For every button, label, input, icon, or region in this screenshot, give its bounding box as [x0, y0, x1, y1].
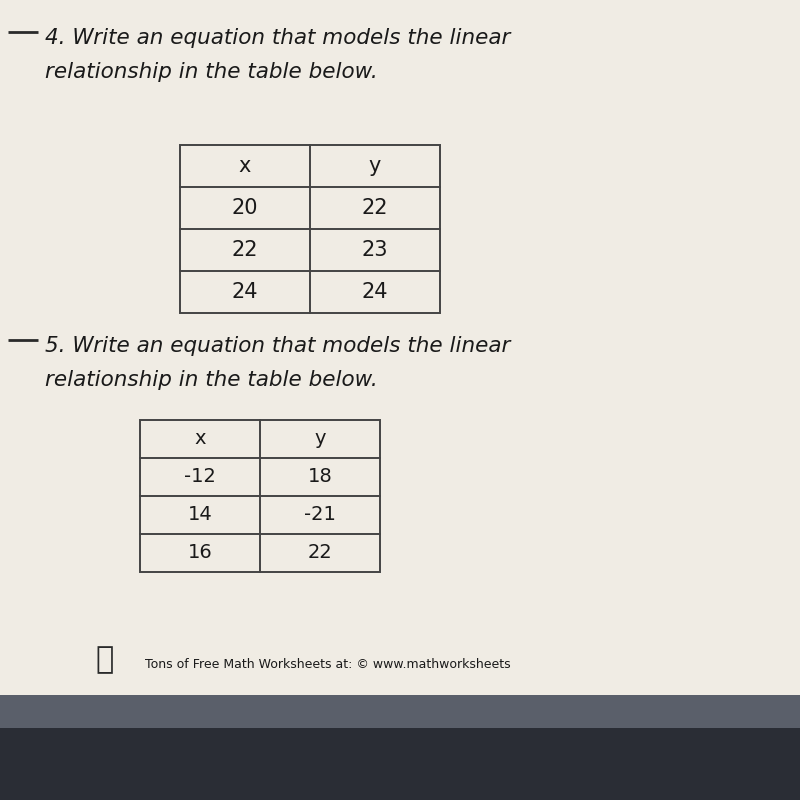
Text: x: x [194, 430, 206, 449]
Text: 22: 22 [232, 240, 258, 260]
Text: 🌴: 🌴 [96, 646, 114, 674]
Bar [0, 0, 800, 695]
Text: Tons of Free Math Worksheets at: © www.mathworksheets: Tons of Free Math Worksheets at: © www.m… [145, 658, 510, 671]
Text: 4. Write an equation that models the linear: 4. Write an equation that models the lin… [45, 28, 510, 48]
Bar [0, 728, 800, 800]
Text: relationship in the table below.: relationship in the table below. [45, 62, 378, 82]
Text: 20: 20 [232, 198, 258, 218]
Text: 24: 24 [232, 282, 258, 302]
Text: relationship in the table below.: relationship in the table below. [45, 370, 378, 390]
Bar [180, 145, 440, 313]
Text: 24: 24 [362, 282, 388, 302]
Bar [0, 695, 800, 728]
Text: y: y [314, 430, 326, 449]
Text: 22: 22 [362, 198, 388, 218]
Text: 18: 18 [308, 467, 332, 486]
Text: 16: 16 [188, 543, 212, 562]
Text: 22: 22 [308, 543, 332, 562]
Text: -12: -12 [184, 467, 216, 486]
Text: x: x [239, 156, 251, 176]
Text: 14: 14 [188, 506, 212, 525]
Text: y: y [369, 156, 381, 176]
Text: 5. Write an equation that models the linear: 5. Write an equation that models the lin… [45, 336, 510, 356]
Text: -21: -21 [304, 506, 336, 525]
Text: 23: 23 [362, 240, 388, 260]
Bar [140, 420, 380, 572]
